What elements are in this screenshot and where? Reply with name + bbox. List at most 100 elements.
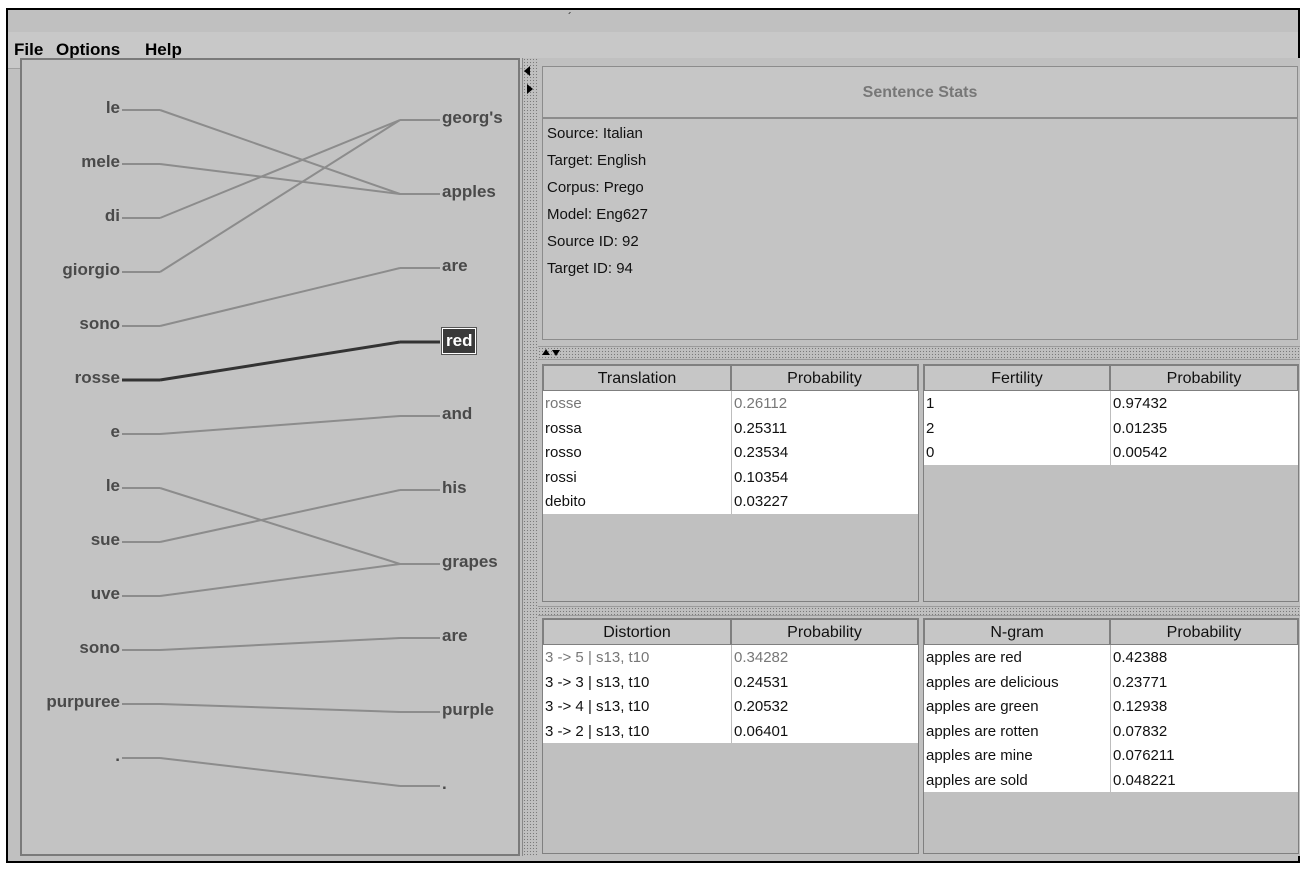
source-word[interactable]: . (115, 746, 120, 765)
table-body (924, 391, 1298, 465)
alignment-link (159, 163, 401, 195)
table-cell-probability[interactable]: 0.00542 (1113, 444, 1168, 461)
table-cell-label[interactable]: apples are sold (926, 771, 1028, 789)
table-body (924, 645, 1298, 792)
alignment-link (159, 637, 401, 651)
source-word[interactable]: sono (79, 638, 120, 657)
table-cell-probability[interactable]: 0.25311 (734, 419, 788, 437)
source-word[interactable]: giorgio (62, 260, 120, 279)
column-header[interactable]: Probability (1110, 365, 1298, 391)
target-word[interactable]: purple (442, 700, 494, 719)
table-cell-probability[interactable]: 0.076211 (1113, 747, 1175, 764)
stats-panel: Sentence Stats Source: Italian Target: E… (538, 58, 1300, 856)
table-cell-probability[interactable]: 0.048221 (1113, 771, 1176, 789)
table-cell-probability[interactable]: 0.10354 (734, 468, 789, 486)
source-word[interactable]: di (104, 206, 120, 225)
target-word[interactable]: are (442, 626, 468, 645)
alignment-link-selected (159, 340, 401, 382)
table-body (543, 645, 918, 743)
column-header[interactable]: Probability (731, 619, 918, 645)
table-cell-label[interactable]: rossi (545, 468, 577, 486)
table-cell-label[interactable]: rosso (545, 444, 582, 461)
table-cell-probability[interactable]: 0.07832 (1113, 722, 1168, 740)
title-mark: ´ (568, 10, 572, 24)
table-cell-probability[interactable]: 0.42388 (1113, 649, 1168, 666)
table-cell-probability[interactable]: 0.06401 (734, 722, 789, 740)
table-cell-label[interactable]: 3 -> 4 | s13, t10 (545, 698, 650, 715)
column-header[interactable]: Probability (731, 365, 918, 391)
column-separator (1110, 645, 1111, 792)
stat-source: Source: Italian (547, 125, 643, 142)
column-header[interactable]: Distortion (543, 619, 731, 645)
table-cell-label[interactable]: 1 (926, 395, 935, 412)
table-body (543, 391, 918, 514)
stats-split-divider[interactable] (538, 346, 1300, 360)
collapse-left-arrow-icon[interactable] (524, 66, 530, 76)
split-pane-divider[interactable] (522, 58, 539, 856)
table-cell-label[interactable]: apples are rotten (926, 722, 1039, 740)
source-word[interactable]: sue (90, 530, 120, 549)
ngram-table: N-gram Probability apples are red 0.42388 ap… (923, 618, 1299, 854)
menu-file[interactable]: File (14, 40, 44, 59)
alignment-link (159, 415, 401, 435)
table-cell-probability[interactable]: 0.20532 (734, 698, 789, 715)
stat-target-id: Target ID: 94 (547, 260, 633, 277)
source-word[interactable]: uve (90, 584, 120, 603)
table-cell-label[interactable]: rossa (545, 419, 582, 437)
column-header[interactable]: Fertility (924, 365, 1110, 391)
stat-source-id: Source ID: 92 (547, 233, 639, 250)
table-cell-label[interactable]: apples are red (926, 649, 1022, 666)
table-cell-probability[interactable]: 0.03227 (734, 493, 789, 510)
target-word[interactable]: apples (442, 182, 496, 201)
table-cell-probability[interactable]: 0.01235 (1113, 419, 1168, 437)
collapse-up-icon[interactable] (542, 349, 550, 355)
source-word[interactable]: le (105, 98, 120, 117)
source-word[interactable]: sono (79, 314, 120, 333)
table-cell-probability[interactable]: 0.24531 (734, 673, 789, 691)
expand-right-arrow-icon[interactable] (527, 84, 533, 94)
column-header[interactable]: N-gram (924, 619, 1110, 645)
column-header[interactable]: Probability (1110, 619, 1298, 645)
alignment-link (159, 563, 401, 597)
target-word[interactable]: . (442, 774, 447, 793)
table-cell-label[interactable]: apples are mine (926, 747, 1033, 764)
alignment-link (159, 119, 401, 219)
table-cell-probability[interactable]: 0.26112 (734, 395, 788, 412)
column-header[interactable]: Translation (543, 365, 731, 391)
table-cell-label[interactable]: 0 (926, 444, 935, 461)
table-cell-label[interactable]: apples are green (926, 698, 1039, 715)
table-cell-probability[interactable]: 0.23534 (734, 444, 789, 461)
table-cell-label[interactable]: 3 -> 3 | s13, t10 (545, 673, 650, 691)
alignment-link (159, 119, 401, 273)
table-cell-probability[interactable]: 0.23771 (1113, 673, 1168, 691)
alignment-link (159, 267, 401, 327)
table-cell-probability[interactable]: 0.34282 (734, 649, 789, 666)
target-word[interactable]: georg's (442, 108, 503, 127)
source-word[interactable]: rosse (74, 368, 120, 387)
column-separator (731, 645, 732, 743)
fertility-table: Fertility Probability 1 0.97432 2 0.01235 0 0.0… (923, 364, 1299, 602)
source-word[interactable]: le (105, 476, 120, 495)
table-cell-label[interactable]: 2 (926, 419, 935, 437)
menu-options[interactable]: Options (56, 40, 121, 59)
table-cell-label[interactable]: 3 -> 2 | s13, t10 (545, 722, 650, 740)
target-word[interactable]: and (442, 404, 473, 423)
expand-down-icon[interactable] (552, 350, 560, 356)
table-cell-probability[interactable]: 0.12938 (1113, 698, 1168, 715)
source-word[interactable]: mele (81, 152, 120, 171)
alignment-links (122, 109, 440, 787)
tables-split-divider[interactable] (538, 606, 1300, 616)
source-word[interactable]: purpuree (46, 692, 120, 711)
target-word[interactable]: his (442, 478, 467, 497)
target-word[interactable]: grapes (442, 552, 498, 571)
table-cell-probability[interactable]: 0.97432 (1113, 395, 1168, 412)
table-cell-label[interactable]: 3 -> 5 | s13, t10 (545, 649, 650, 666)
table-cell-label[interactable]: apples are delicious (926, 673, 1059, 691)
table-cell-label[interactable]: rosse (545, 395, 582, 412)
target-word[interactable]: are (442, 256, 468, 275)
column-separator (731, 391, 732, 514)
table-cell-label[interactable]: debito (545, 493, 586, 510)
menu-help[interactable]: Help (145, 40, 182, 59)
target-word-selected[interactable]: red (440, 327, 478, 355)
source-word[interactable]: e (110, 422, 120, 441)
